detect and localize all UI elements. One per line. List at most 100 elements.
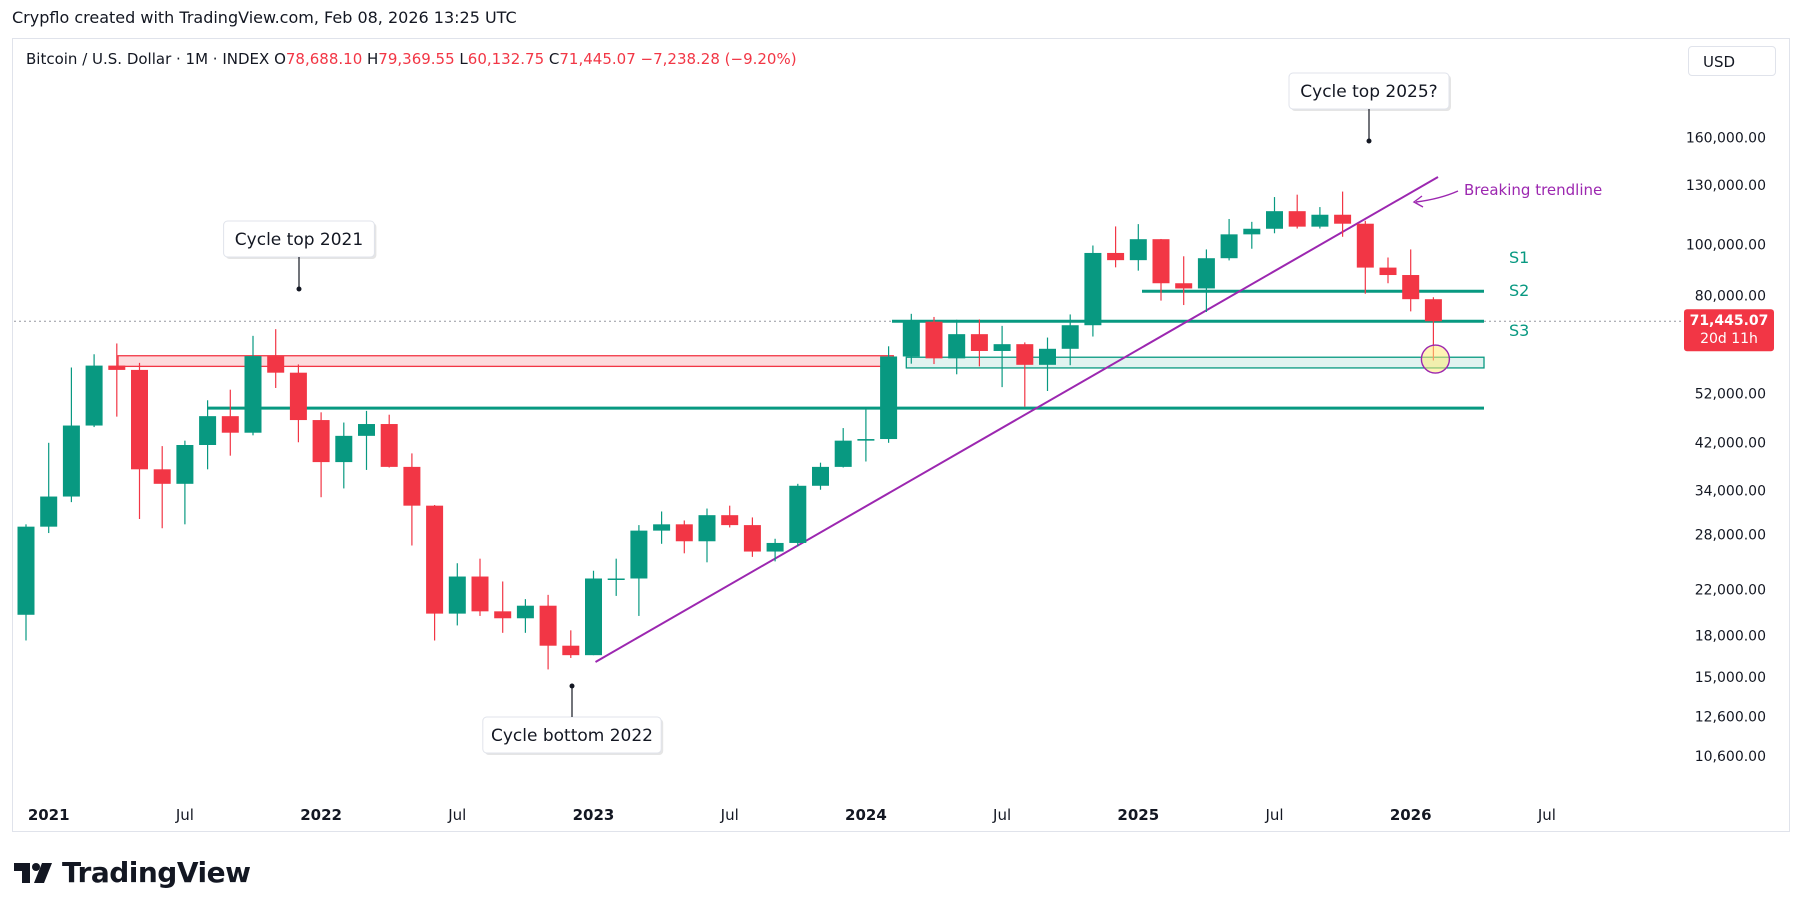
candle-2022-09 (494, 581, 512, 633)
candle-2021-08 (199, 400, 217, 470)
candle-2025-08 (1288, 194, 1306, 229)
candle-2025-11 (1356, 220, 1374, 294)
brand-name: TradingView (62, 856, 251, 889)
zone-S3-zone (905, 356, 1485, 369)
candle-body (380, 424, 398, 467)
candle-body (131, 369, 148, 470)
candle-body (902, 321, 920, 357)
candle-body (426, 505, 444, 614)
highlight-circle (1420, 344, 1451, 374)
candle-2023-09 (766, 538, 784, 562)
candle-body (516, 605, 534, 619)
price-tag-countdown: 20d 11h (1700, 331, 1758, 347)
y-tick-label: 28,000.00 (1695, 528, 1766, 544)
candle-2024-10 (1061, 314, 1079, 366)
x-tick-label: Jul (992, 806, 1011, 824)
candle-body (948, 334, 966, 359)
candle-2022-10 (516, 599, 534, 633)
candle-2021-07 (176, 440, 194, 525)
level-label-S2: S2 (1509, 281, 1529, 300)
y-tick-label: 52,000.00 (1695, 387, 1766, 403)
candle-2023-01 (585, 570, 602, 656)
candle-2023-10 (789, 483, 807, 547)
tradingview-logo[interactable]: TradingView (14, 856, 251, 889)
candle-2021-01 (40, 442, 58, 534)
candle-2021-06 (153, 446, 171, 529)
level-label-S1: S1 (1509, 248, 1529, 267)
candle-body (812, 466, 829, 486)
candle-body (1175, 283, 1193, 289)
breaking-trendline-arrow (1415, 190, 1459, 203)
candle-2025-12 (1379, 257, 1397, 284)
x-tick-label: 2024 (845, 806, 887, 824)
candle-2023-12 (834, 428, 852, 468)
currency-button[interactable]: USD (1688, 46, 1776, 76)
candle-body (358, 424, 375, 436)
y-tick-label: 130,000.00 (1686, 178, 1766, 194)
candle-body (40, 496, 58, 527)
high-value: 79,369.55 (378, 50, 455, 68)
candle-2021-03 (85, 354, 103, 428)
candle-body (698, 515, 716, 542)
candle-2023-04 (653, 511, 671, 544)
candle-body (267, 356, 285, 373)
candle-body (721, 515, 739, 526)
candle-body (17, 526, 35, 615)
arrow-head-icon (1412, 195, 1424, 208)
candle-2026-01 (1402, 249, 1420, 312)
candle-body (653, 524, 671, 531)
candle-2021-09 (221, 389, 239, 456)
candle-body (1016, 344, 1034, 365)
candle-2025-01 (1129, 224, 1147, 271)
x-tick-label: 2025 (1117, 806, 1159, 824)
y-tick-label: 18,000.00 (1695, 628, 1766, 644)
candle-body (1129, 239, 1147, 261)
candle-2024-03 (902, 313, 920, 364)
callout-cycle-top-2021-dot (296, 286, 302, 292)
candle-2023-03 (630, 525, 648, 616)
candle-body (1266, 211, 1283, 229)
x-tick-label: Jul (175, 806, 194, 824)
candle-body (1197, 258, 1215, 289)
candle-2023-07 (721, 505, 739, 528)
y-tick-label: 160,000.00 (1686, 131, 1766, 147)
candle-body (289, 372, 307, 421)
low-value: 60,132.75 (467, 50, 545, 68)
candle-2024-07 (993, 325, 1011, 388)
candle-body (675, 524, 693, 542)
candle-body (1243, 228, 1261, 235)
candle-2022-01 (312, 412, 330, 498)
candle-body (1039, 348, 1056, 365)
candle-2021-04 (108, 343, 126, 417)
candle-body (880, 356, 898, 440)
candle-body (1084, 252, 1102, 326)
candle-body (244, 356, 262, 433)
candle-body (312, 420, 330, 463)
x-tick-label: Jul (1537, 806, 1556, 824)
symbol-name[interactable]: Bitcoin / U.S. Dollar · 1M · INDEX (26, 50, 270, 68)
candle-2022-05 (403, 453, 421, 546)
close-value: 71,445.07 (559, 50, 636, 68)
candle-body (1288, 211, 1306, 227)
price-tag-value: 71,445.07 (1690, 313, 1769, 329)
y-tick-label: 42,000.00 (1695, 435, 1766, 451)
candle-body (970, 334, 988, 351)
candle-2022-07 (448, 563, 466, 626)
candle-2022-06 (426, 504, 444, 641)
candle-2024-09 (1039, 337, 1056, 391)
callout-cycle-bottom-2022-label: Cycle bottom 2022 (491, 726, 653, 746)
candle-body (1356, 223, 1374, 268)
candle-body (448, 576, 466, 614)
candle-2023-05 (675, 520, 693, 554)
candle-body (1311, 214, 1329, 227)
candle-2025-10 (1334, 191, 1352, 237)
candle-2024-02 (880, 346, 898, 443)
candle-body (153, 469, 171, 484)
level-label-S3: S3 (1509, 321, 1529, 340)
candle-body (1220, 234, 1238, 259)
candle-2025-04 (1197, 249, 1215, 312)
open-value: 78,688.10 (285, 50, 363, 68)
y-tick-label: 100,000.00 (1686, 238, 1766, 254)
x-tick-label: Jul (720, 806, 739, 824)
